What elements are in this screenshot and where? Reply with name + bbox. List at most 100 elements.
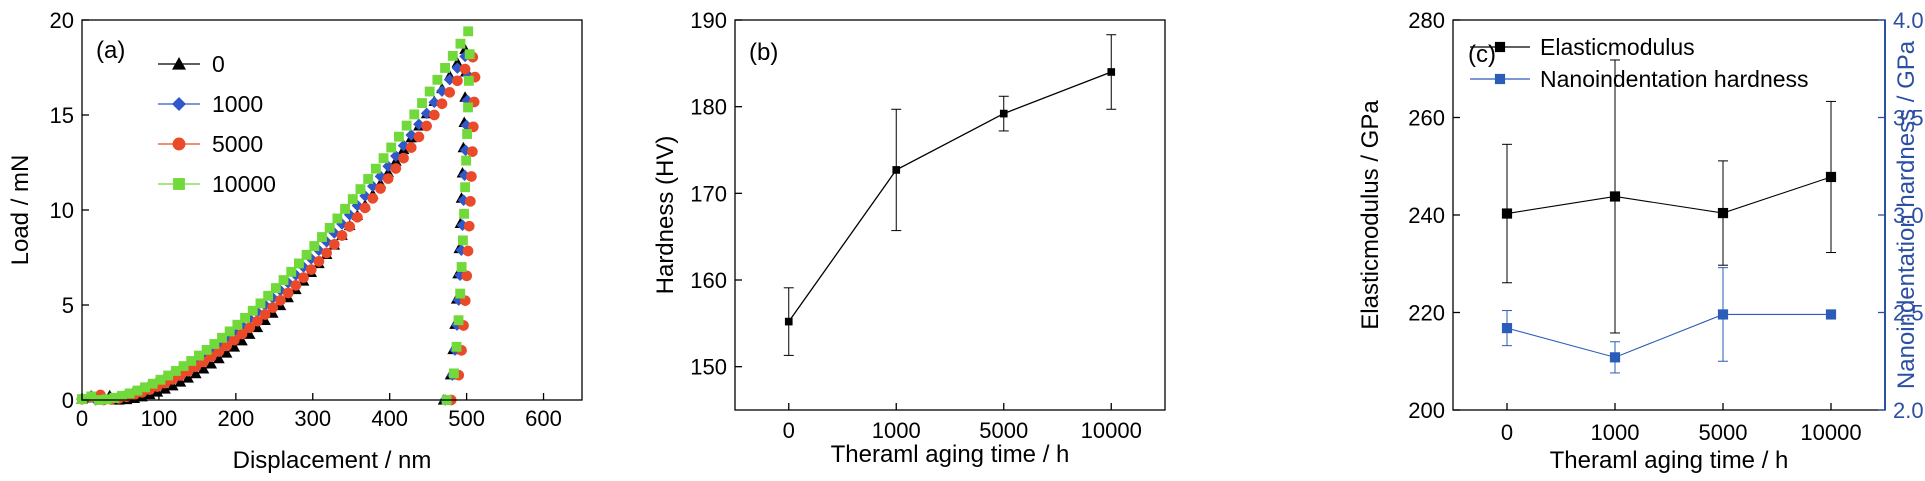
circle-marker	[267, 302, 279, 313]
y-axis-title: Hardness (HV)	[652, 136, 679, 295]
triangle-marker	[172, 57, 186, 70]
diamond-marker	[457, 194, 470, 207]
diamond-marker	[366, 180, 379, 193]
x-tick-label: 1000	[1591, 420, 1640, 445]
y-tick-label: 20	[50, 8, 74, 33]
panel-label: (a)	[96, 37, 125, 64]
series-line	[788, 71, 1112, 322]
x-tick-label: 5000	[979, 418, 1028, 443]
series-line	[1506, 313, 1831, 358]
x-tick-label: 5000	[1699, 420, 1748, 445]
legend-label: Nanoindentation hardness	[1540, 66, 1809, 92]
x-tick-label: 500	[448, 406, 485, 431]
square-marker	[892, 166, 901, 174]
circle-marker	[405, 142, 417, 153]
circle-marker	[421, 120, 432, 132]
y-axis-title: Load / mN	[7, 155, 34, 266]
y-tick-label: 220	[1408, 301, 1445, 326]
x-tick-label: 0	[783, 418, 795, 443]
diamond-marker	[328, 227, 341, 239]
square-marker	[263, 290, 274, 301]
circle-marker	[436, 98, 448, 110]
circle-marker	[375, 183, 386, 194]
x-tick-label: 0	[76, 406, 88, 431]
legend-marker	[1494, 73, 1506, 85]
circle-marker	[398, 152, 409, 164]
legend-item: Elasticmodulus	[1470, 34, 1695, 60]
square-marker	[240, 312, 251, 323]
circle-marker	[290, 280, 302, 291]
square-marker	[309, 241, 320, 251]
circle-marker	[228, 334, 240, 346]
square-marker	[459, 208, 470, 219]
axis-ticks: 0 100 200 300 400 500 600 0 5 10 15 20	[50, 8, 562, 431]
square-marker	[140, 382, 151, 393]
square-marker	[1107, 68, 1116, 76]
triangle-marker	[213, 352, 225, 364]
circle-marker	[413, 131, 425, 143]
circle-marker	[461, 270, 473, 282]
square-marker	[101, 394, 112, 405]
legend-label: 5000	[212, 131, 263, 157]
square-marker	[370, 163, 381, 174]
triangle-marker	[190, 367, 202, 379]
square-marker	[301, 249, 312, 260]
square-marker	[462, 129, 473, 139]
circle-marker	[463, 220, 475, 232]
circle-marker	[275, 295, 286, 306]
square-marker	[355, 184, 366, 195]
triangle-marker	[166, 379, 179, 391]
y-tick-label: 150	[690, 355, 727, 380]
y-tick-label-right: 4.0	[1893, 8, 1924, 33]
triangle-marker	[205, 358, 218, 369]
y-tick-label: 180	[690, 95, 727, 120]
circle-marker	[428, 109, 440, 121]
legend-marker	[172, 137, 186, 151]
square-marker	[293, 258, 304, 269]
square-marker	[378, 153, 389, 164]
series-line	[1506, 176, 1832, 215]
square-marker	[173, 178, 185, 190]
y-tick-label: 10	[50, 198, 74, 223]
circle-marker	[172, 137, 186, 151]
circle-marker	[313, 256, 325, 267]
square-marker	[409, 109, 420, 120]
diamond-marker	[455, 244, 468, 256]
y-tick-label: 240	[1408, 203, 1445, 228]
y-tick-label: 280	[1408, 8, 1445, 33]
legend-marker	[172, 97, 186, 111]
plot-frame	[734, 19, 1166, 411]
legend-marker	[173, 178, 185, 190]
triangle-marker	[220, 347, 233, 358]
circle-marker	[462, 245, 474, 257]
square-marker	[86, 391, 97, 402]
diamond-marker	[397, 139, 410, 152]
square-marker	[317, 232, 327, 242]
square-marker	[1609, 191, 1621, 202]
chart-hardness: 0 1000 5000 10000 150 160 170 180 190 (b) Theram…	[652, 8, 1166, 468]
circle-marker	[221, 340, 232, 352]
square-marker	[440, 63, 451, 73]
square-marker	[232, 319, 243, 330]
square-marker	[447, 50, 458, 61]
circle-marker	[336, 230, 348, 241]
circle-marker	[367, 192, 379, 204]
y-tick-label: 160	[690, 268, 727, 293]
y-tick-label-right: 3.0	[1893, 203, 1924, 228]
square-marker	[1609, 352, 1621, 363]
square-marker	[332, 213, 343, 224]
square-marker	[201, 344, 212, 355]
triangle-marker	[228, 341, 241, 352]
diamond-marker	[460, 119, 473, 132]
circle-marker	[252, 315, 263, 327]
x-tick-label: 300	[294, 406, 331, 431]
y-tick-label: 260	[1408, 106, 1445, 131]
square-marker	[124, 388, 135, 399]
square-marker	[1825, 309, 1837, 320]
square-marker	[386, 142, 397, 153]
series-0	[76, 43, 472, 405]
x-tick-label: 100	[141, 406, 178, 431]
circle-marker	[466, 171, 477, 182]
square-marker	[455, 288, 466, 299]
square-marker	[1717, 207, 1729, 219]
